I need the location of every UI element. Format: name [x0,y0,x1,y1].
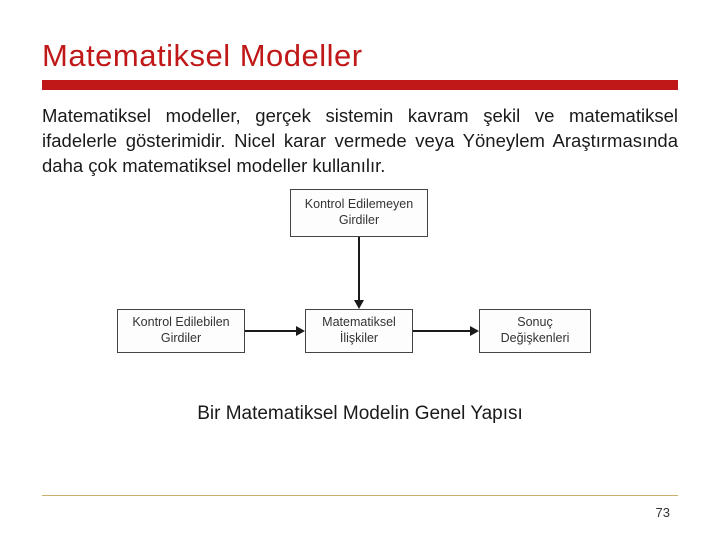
page-title: Matematiksel Modeller [42,38,678,74]
title-underline [42,80,678,90]
node-math-relations: Matematiksel İlişkiler [305,309,413,353]
flowchart: Kontrol Edilemeyen Girdiler Kontrol Edil… [95,189,625,399]
node-uncontrollable-inputs: Kontrol Edilemeyen Girdiler [290,189,428,237]
edge-left-center-head [296,326,305,336]
node-output-variables: Sonuç Değişkenleri [479,309,591,353]
diagram-caption: Bir Matematiksel Modelin Genel Yapısı [42,403,678,425]
edge-center-right [413,330,471,332]
node-controllable-inputs: Kontrol Edilebilen Girdiler [117,309,245,353]
footer-rule [42,495,678,496]
edge-left-center [245,330,297,332]
edge-top-center-head [354,300,364,309]
edge-top-center [358,237,360,301]
page-number: 73 [656,505,670,520]
body-paragraph: Matematiksel modeller, gerçek sistemin k… [42,104,678,179]
slide: Matematiksel Modeller Matematiksel model… [0,0,720,540]
edge-center-right-head [470,326,479,336]
